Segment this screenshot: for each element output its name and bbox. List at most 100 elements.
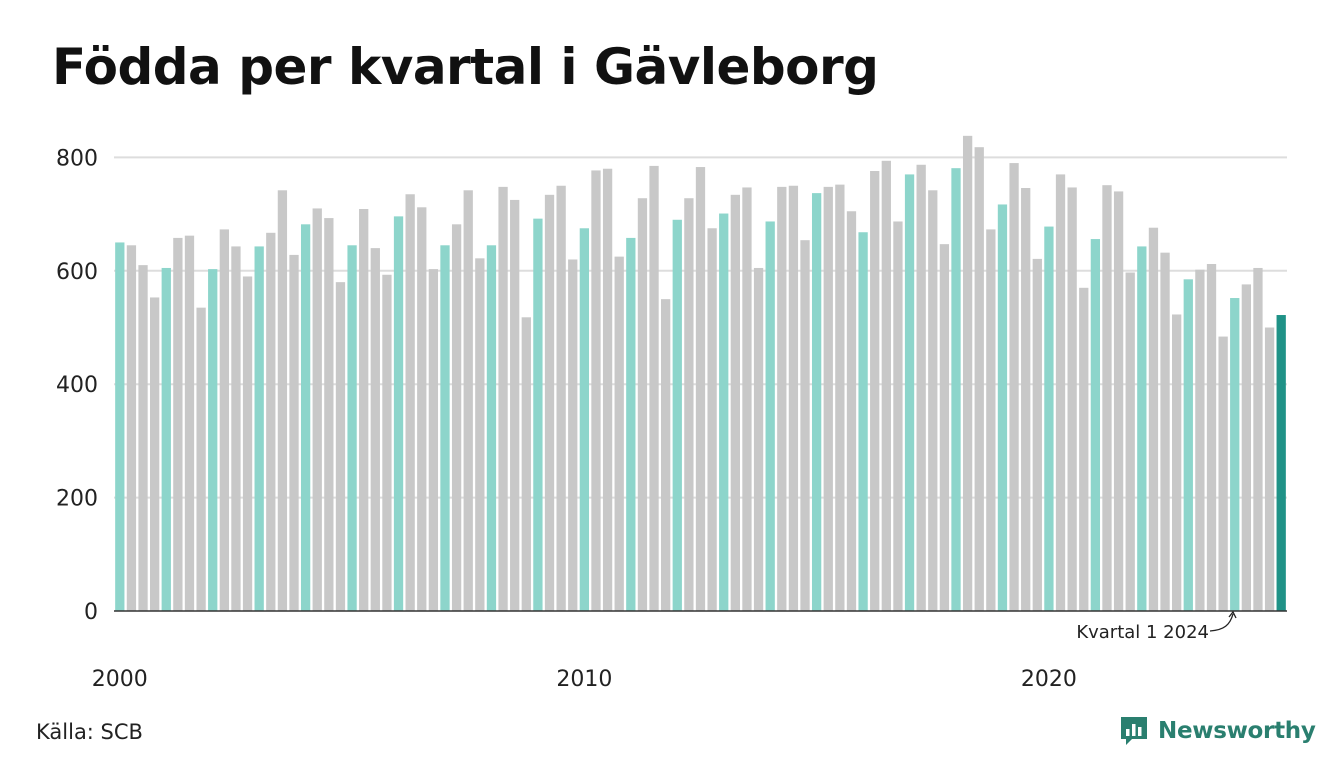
bar — [1183, 279, 1193, 611]
bar — [916, 164, 926, 611]
bar — [695, 167, 706, 612]
bar — [510, 199, 520, 611]
bar — [312, 208, 322, 611]
bar — [300, 224, 311, 611]
bar — [788, 185, 799, 611]
bar — [498, 186, 508, 611]
bar — [486, 245, 497, 612]
annotation-arrowhead — [1228, 610, 1237, 619]
bar — [126, 245, 137, 612]
annotation-arrow — [1209, 613, 1234, 632]
bar — [440, 245, 450, 612]
bar — [405, 194, 415, 611]
bar — [231, 246, 241, 612]
bar — [1079, 287, 1089, 611]
bar — [347, 245, 357, 612]
bar — [1113, 191, 1124, 612]
bar — [753, 267, 764, 611]
bar — [335, 282, 346, 611]
bar — [939, 244, 950, 611]
bar — [986, 229, 996, 611]
chart-title: Födda per kvartal i Gävleborg — [52, 38, 879, 96]
bar — [568, 259, 578, 611]
bar — [1102, 185, 1112, 611]
bar — [777, 186, 787, 611]
bar-chart: 0 200 400 600 800 2000 2010 2020 Kvartal 1 202… — [56, 135, 1287, 692]
bar — [161, 267, 171, 611]
bar — [521, 317, 531, 611]
bar — [1230, 298, 1240, 611]
bar — [382, 274, 392, 611]
bar — [1253, 267, 1263, 611]
y-axis-ticks: 0 200 400 600 800 — [56, 146, 98, 625]
bar — [579, 228, 590, 611]
bar — [672, 219, 682, 611]
newsworthy-logo-icon — [1121, 717, 1147, 745]
bar — [823, 186, 833, 611]
bar — [324, 218, 334, 611]
bar — [1067, 187, 1077, 611]
bar — [835, 184, 845, 611]
bar — [649, 165, 659, 611]
bar — [266, 232, 276, 611]
bar — [1218, 336, 1228, 611]
bar — [962, 135, 973, 611]
x-axis-ticks: 2000 2010 2020 — [92, 667, 1077, 692]
bar — [242, 276, 253, 611]
bar — [393, 216, 404, 611]
bar — [1206, 264, 1217, 611]
bar — [637, 198, 648, 611]
bar — [184, 235, 195, 611]
bar — [208, 269, 218, 611]
bar — [893, 221, 903, 611]
bar — [428, 269, 439, 611]
bar — [1125, 272, 1135, 611]
bar — [359, 209, 369, 611]
bar — [974, 147, 984, 611]
bar — [451, 224, 462, 611]
bar — [1009, 163, 1019, 611]
bar — [556, 185, 566, 611]
bar — [463, 190, 473, 612]
bar — [858, 232, 868, 612]
bar — [591, 170, 601, 611]
x-tick-label: 2020 — [1021, 667, 1077, 692]
bar — [1044, 226, 1054, 611]
bar — [614, 256, 624, 612]
bar — [219, 229, 229, 611]
bar — [533, 218, 543, 611]
bar — [997, 204, 1008, 611]
bar — [1241, 284, 1251, 611]
bar — [904, 174, 915, 611]
bar — [277, 190, 288, 612]
bar — [1090, 239, 1101, 612]
x-tick-label: 2010 — [556, 667, 612, 692]
bar — [1195, 269, 1205, 611]
bar — [1264, 327, 1275, 611]
bar — [684, 198, 694, 611]
bar — [707, 228, 717, 611]
bar — [1055, 174, 1066, 611]
bar — [800, 240, 810, 611]
bar — [602, 168, 613, 612]
brand-name: Newsworthy — [1158, 718, 1316, 744]
bar — [846, 211, 857, 611]
bar — [870, 171, 880, 611]
bar — [1137, 246, 1147, 612]
y-tick-label: 200 — [56, 487, 98, 512]
bar — [661, 299, 671, 611]
bar — [196, 307, 206, 611]
y-tick-label: 800 — [56, 146, 98, 171]
bar — [742, 187, 752, 611]
bar — [544, 194, 555, 611]
bar — [719, 213, 729, 611]
bar — [254, 246, 264, 612]
bar — [1160, 252, 1170, 611]
bar — [1021, 188, 1031, 611]
bar — [150, 297, 160, 611]
bar — [417, 207, 427, 612]
bar — [811, 193, 822, 611]
bar — [115, 242, 125, 611]
bar — [765, 221, 775, 611]
bar — [1148, 227, 1159, 611]
